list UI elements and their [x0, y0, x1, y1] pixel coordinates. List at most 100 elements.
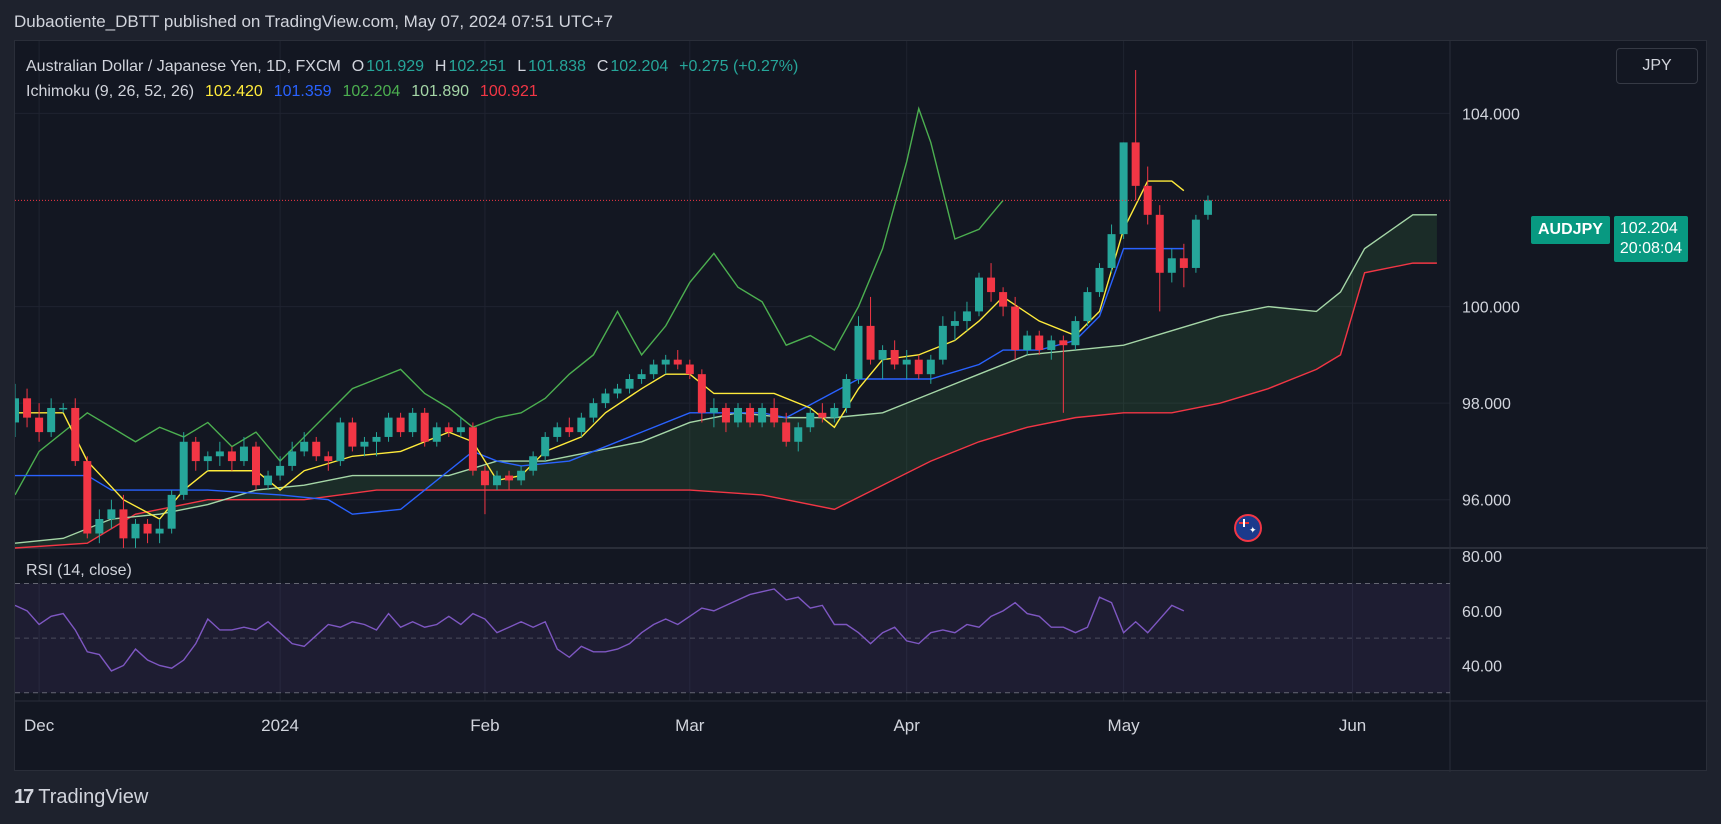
- candle-body: [601, 393, 610, 404]
- candle-body: [902, 359, 911, 365]
- candle-body: [1059, 340, 1068, 346]
- instrument-name[interactable]: Australian Dollar / Japanese Yen, 1D, FX…: [26, 58, 341, 75]
- ichimoku-legend-line: Ichimoku (9, 26, 52, 26) 102.420 101.359…: [26, 79, 800, 104]
- tradingview-logo-icon: 17: [14, 786, 34, 808]
- change-value: +0.275 (+0.27%): [679, 58, 799, 75]
- candle-body: [878, 350, 887, 360]
- candle-body: [565, 427, 574, 433]
- high-label: H: [434, 58, 447, 75]
- candle-body: [252, 446, 260, 486]
- candle-body: [71, 407, 80, 462]
- tradingview-brand: TradingView: [38, 786, 149, 808]
- price-axis-label: 100.000: [1462, 300, 1520, 317]
- candle-body: [155, 528, 164, 534]
- candle-body: [1035, 335, 1044, 351]
- currency-button[interactable]: JPY: [1616, 48, 1698, 84]
- candle-body: [553, 427, 562, 437]
- candle-body: [938, 325, 947, 360]
- candle-body: [637, 374, 646, 379]
- candle-body: [215, 451, 224, 457]
- candle-body: [1047, 340, 1056, 351]
- time-axis-label: Jun: [1339, 716, 1366, 735]
- ichimoku-value-tenkan: 102.420: [204, 83, 263, 100]
- candle-body: [987, 277, 996, 293]
- candle-body: [842, 379, 851, 408]
- candle-body: [324, 456, 333, 462]
- last-price-tag: 102.204 20:08:04: [1613, 216, 1689, 262]
- high-value: 102.251: [448, 58, 507, 75]
- candle-body: [505, 475, 514, 481]
- candle-body: [372, 436, 381, 442]
- candle-body: [962, 311, 971, 322]
- candle-body: [83, 461, 92, 534]
- price-axis-label: 104.000: [1462, 106, 1520, 123]
- ichimoku-label[interactable]: Ichimoku (9, 26, 52, 26): [26, 83, 195, 100]
- candle-body: [529, 456, 538, 471]
- chart-canvas[interactable]: 104.000 100.000 98.000 96.000 80.00 60.00 40.0…: [15, 41, 1708, 772]
- candle-body: [794, 427, 803, 442]
- rsi-label[interactable]: RSI (14, close): [26, 562, 132, 579]
- candle-body: [866, 325, 875, 360]
- candle-body: [806, 412, 815, 428]
- candle-body: [673, 359, 682, 365]
- candle-body: [1107, 234, 1116, 268]
- candle-body: [239, 446, 248, 462]
- low-value: 101.838: [528, 58, 586, 75]
- candle-body: [360, 441, 369, 447]
- candle-body: [47, 407, 56, 433]
- rsi-axis-label: 80.00: [1462, 549, 1502, 566]
- candle-body: [625, 379, 634, 389]
- australia-flag-icon[interactable]: [1234, 514, 1262, 542]
- rsi-axis-label: 40.00: [1462, 658, 1502, 675]
- candle-body: [830, 407, 839, 418]
- chart-legend: Australian Dollar / Japanese Yen, 1D, FX…: [26, 54, 800, 104]
- candle-body: [396, 417, 405, 433]
- candle-body: [517, 470, 526, 481]
- candle-body: [649, 364, 658, 375]
- candle-body: [782, 422, 791, 442]
- candle-body: [890, 350, 899, 365]
- candle-body: [1095, 267, 1104, 293]
- candle-body: [432, 427, 441, 442]
- candle-body: [758, 407, 767, 423]
- candle-body: [203, 456, 212, 462]
- candle-body: [107, 509, 116, 520]
- candle-body: [541, 436, 550, 457]
- open-label: O: [351, 58, 365, 75]
- candle-body: [288, 451, 297, 466]
- candle-body: [1179, 258, 1188, 268]
- low-label: L: [517, 58, 527, 75]
- candle-body: [384, 417, 393, 437]
- candle-body: [119, 509, 128, 539]
- candle-body: [577, 417, 586, 433]
- time-axis-label: May: [1108, 716, 1141, 735]
- candle-body: [1155, 214, 1164, 273]
- ichimoku-value-span-b: 100.921: [479, 83, 538, 100]
- candle-body: [179, 441, 188, 495]
- published-header: Dubaotiente_DBTT published on TradingVie…: [14, 12, 613, 31]
- chart-frame[interactable]: 104.000 100.000 98.000 96.000 80.00 60.00 40.0…: [14, 40, 1708, 772]
- candle-body: [950, 321, 959, 326]
- time-axis-label: Apr: [893, 716, 920, 735]
- candle-body: [468, 427, 477, 471]
- symbol-tag: AUDJPY: [1531, 216, 1610, 244]
- candle-body: [770, 407, 779, 423]
- ichimoku-tenkan-line: [15, 180, 1185, 520]
- time-axis-label: Mar: [675, 716, 705, 735]
- ichimoku-value-span-a: 101.890: [411, 83, 470, 100]
- candle-body: [480, 470, 489, 486]
- candle-body: [59, 407, 68, 410]
- candle-body: [697, 374, 706, 413]
- candle-body: [227, 451, 236, 462]
- candle-body: [721, 407, 730, 423]
- candle-body: [914, 359, 923, 375]
- candle-body: [408, 412, 417, 433]
- candle-body: [143, 523, 152, 534]
- candle-body: [312, 441, 321, 457]
- bar-countdown: 20:08:04: [1619, 240, 1683, 257]
- candle-body: [95, 519, 104, 534]
- candle-body: [926, 359, 935, 375]
- time-axis-label: Dec: [24, 716, 55, 735]
- candle-body: [999, 292, 1008, 307]
- candle-body: [975, 277, 983, 312]
